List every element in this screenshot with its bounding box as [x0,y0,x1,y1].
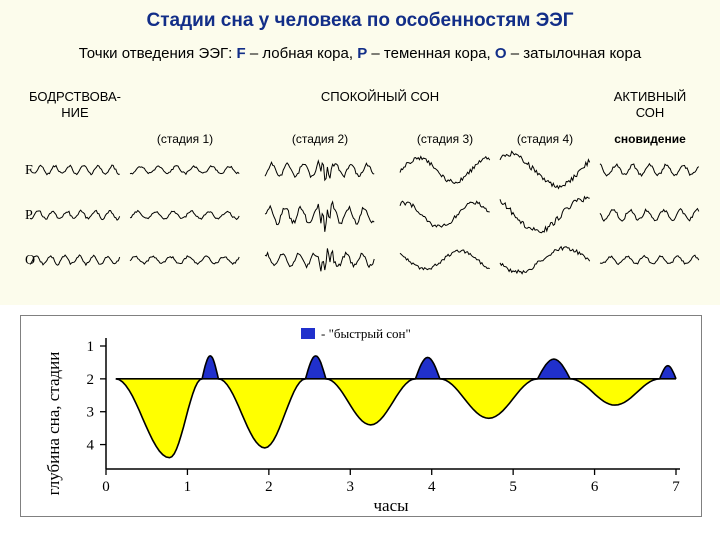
svg-text:1: 1 [87,339,95,355]
svg-text:(стадия 2): (стадия 2) [292,132,348,146]
svg-text:(стадия 3): (стадия 3) [417,132,473,146]
svg-text:НИЕ: НИЕ [61,105,89,120]
top-panel: Стадии сна у человека по особенностям ЭЭ… [0,0,720,305]
svg-text:глубина сна, стадии: глубина сна, стадии [44,352,63,496]
subtitle-p-desc: – теменная кора, [367,45,495,62]
depth-chart: 0 1 2 3 4 5 6 7 часы 1 2 3 4 глубина сна, стадии - "бы… [21,316,701,516]
subtitle-o: O [495,45,507,62]
svg-text:3: 3 [87,405,95,421]
subtitle-o-desc: – затылочная кора [507,45,642,62]
subtitle-f-desc: – лобная кора, [246,45,358,62]
svg-text:часы: часы [373,496,409,515]
subtitle-lead: Точки отведения ЭЭГ: [79,45,237,62]
svg-text:СПОКОЙНЫЙ СОН: СПОКОЙНЫЙ СОН [321,89,439,104]
eeg-diagram: БОДРСТВОВА-НИЕ (стадия 1) (стадия 2) СПОКОЙ… [0,75,720,300]
svg-text:(стадия 1): (стадия 1) [157,132,213,146]
svg-text:сновидение: сновидение [614,132,686,146]
svg-text:6: 6 [591,479,599,495]
depth-chart-panel: 0 1 2 3 4 5 6 7 часы 1 2 3 4 глубина сна, стадии - "бы… [20,315,702,517]
svg-text:P: P [25,208,33,223]
svg-text:0: 0 [102,479,110,495]
svg-text:1: 1 [184,479,192,495]
svg-text:БОДРСТВОВА-: БОДРСТВОВА- [29,89,121,104]
subtitle-p: P [357,45,367,62]
svg-text:4: 4 [428,479,436,495]
svg-text:F: F [25,163,33,178]
svg-text:O: O [25,253,35,268]
svg-text:СОН: СОН [636,105,665,120]
subtitle-f: F [236,45,245,62]
svg-text:2: 2 [87,372,95,388]
svg-text:- "быстрый сон": - "быстрый сон" [321,326,411,341]
svg-text:(стадия 4): (стадия 4) [517,132,573,146]
page: Стадии сна у человека по особенностям ЭЭ… [0,0,720,540]
svg-text:7: 7 [672,479,680,495]
subtitle: Точки отведения ЭЭГ: F – лобная кора, P … [0,45,720,62]
svg-text:3: 3 [347,479,355,495]
svg-text:5: 5 [509,479,516,495]
svg-text:4: 4 [87,438,95,454]
svg-text:АКТИВНЫЙ: АКТИВНЫЙ [614,89,686,104]
svg-text:2: 2 [265,479,273,495]
main-title: Стадии сна у человека по особенностям ЭЭ… [0,10,720,32]
